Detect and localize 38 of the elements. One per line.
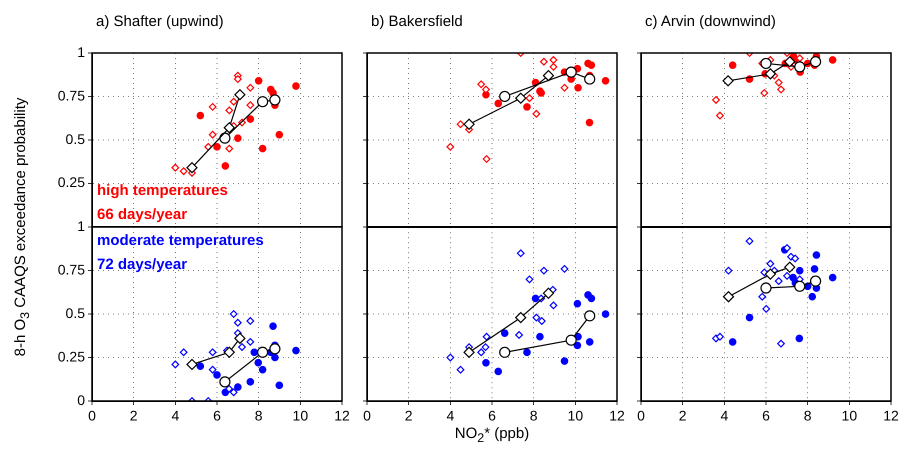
x-tick-label: 6 [488, 407, 496, 424]
chart-title: b) Bakersfield [371, 13, 463, 30]
x-tick-label: 2 [130, 407, 138, 424]
annotation: high temperatures [97, 182, 228, 199]
y-tick-label: 0.75 [58, 261, 86, 278]
x-tick-label: 6 [762, 407, 770, 424]
x-axis-title: NO$_{2}$* (ppb) [454, 425, 530, 445]
x-tick-label: 12 [334, 407, 350, 424]
x-tick-label: 8 [530, 407, 538, 424]
annotation: 66 days/year [97, 206, 188, 223]
chart-title: c) Arvin (downwind) [645, 13, 776, 30]
x-tick-label: 2 [404, 407, 413, 424]
x-tick-label: 4 [720, 407, 728, 424]
x-tick-label: 10 [568, 407, 584, 424]
x-tick-label: 2 [678, 407, 687, 424]
x-tick-label: 12 [609, 407, 625, 424]
y-tick-label: 0 [77, 392, 86, 408]
y-tick-label: 1 [77, 218, 86, 234]
x-tick-label: 0 [88, 407, 96, 424]
y-tick-label: 0.5 [66, 130, 86, 147]
y-tick-label: 0.25 [58, 174, 86, 190]
y-tick-label: 0.75 [58, 87, 86, 104]
x-tick-label: 0 [637, 407, 646, 424]
x-tick-label: 0 [363, 407, 372, 424]
chart-title: a) Shafter (upwind) [96, 13, 224, 30]
annotation: moderate temperatures [97, 232, 264, 250]
x-tick-label: 6 [213, 407, 222, 424]
x-tick-label: 4 [446, 407, 454, 424]
annotation: 72 days/year [97, 256, 188, 274]
x-tick-label: 8 [804, 407, 812, 424]
y-tick-label: 1 [77, 44, 86, 60]
x-tick-label: 10 [842, 407, 858, 424]
x-tick-label: 8 [254, 407, 263, 424]
x-tick-label: 10 [292, 407, 308, 424]
x-tick-label: 12 [883, 407, 899, 424]
x-tick-label: 4 [171, 407, 180, 424]
y-tick-label: 0.25 [58, 348, 86, 364]
y-tick-label: 0.5 [66, 304, 86, 321]
